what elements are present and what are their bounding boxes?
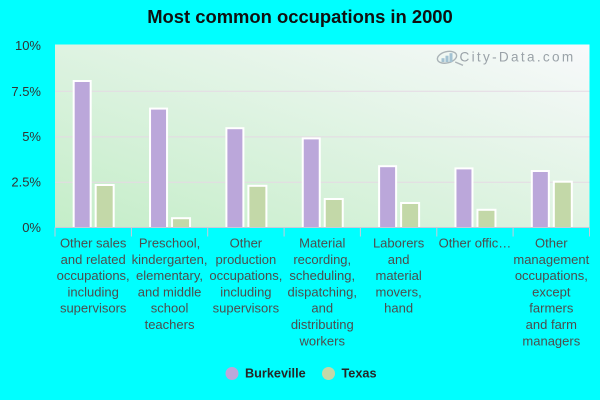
svg-text:and related: and related	[61, 252, 126, 267]
svg-text:and: and	[311, 301, 333, 316]
svg-text:kindergarten,: kindergarten,	[132, 252, 208, 267]
svg-text:including: including	[220, 284, 271, 299]
svg-text:occupations,: occupations,	[57, 268, 130, 283]
svg-text:Laborers: Laborers	[373, 236, 425, 251]
svg-text:including: including	[68, 284, 119, 299]
svg-text:and: and	[388, 252, 410, 267]
svg-text:elementary,: elementary,	[136, 268, 203, 283]
svg-text:managers: managers	[522, 333, 580, 348]
svg-text:Other offic…: Other offic…	[439, 236, 512, 251]
svg-text:material: material	[375, 268, 421, 283]
svg-text:production: production	[216, 252, 277, 267]
svg-text:Material: Material	[299, 236, 345, 251]
svg-text:10%: 10%	[15, 38, 41, 53]
svg-text:Preschool,: Preschool,	[139, 236, 200, 251]
svg-text:Other: Other	[535, 236, 568, 251]
svg-text:5%: 5%	[22, 129, 41, 144]
svg-text:Other sales: Other sales	[60, 236, 127, 251]
svg-text:recording,: recording,	[293, 252, 351, 267]
svg-text:hand: hand	[384, 301, 413, 316]
svg-text:occupations,: occupations,	[515, 268, 588, 283]
svg-text:and farm: and farm	[526, 317, 577, 332]
svg-text:farmers: farmers	[529, 301, 574, 316]
svg-text:and middle: and middle	[138, 284, 202, 299]
svg-text:movers,: movers,	[375, 284, 421, 299]
svg-text:2.5%: 2.5%	[11, 175, 41, 190]
svg-text:occupations,: occupations,	[209, 268, 282, 283]
svg-text:Texas: Texas	[342, 366, 377, 380]
svg-text:management: management	[513, 252, 589, 267]
svg-text:except: except	[532, 284, 571, 299]
svg-text:Burkeville: Burkeville	[245, 366, 306, 380]
svg-text:City-Data.com: City-Data.com	[460, 50, 576, 65]
svg-text:supervisors: supervisors	[60, 301, 127, 316]
svg-text:supervisors: supervisors	[213, 301, 280, 316]
svg-text:teachers: teachers	[145, 317, 195, 332]
svg-text:scheduling,: scheduling,	[289, 268, 355, 283]
svg-text:7.5%: 7.5%	[11, 84, 41, 99]
svg-text:dispatching,: dispatching,	[288, 284, 357, 299]
svg-text:0%: 0%	[22, 220, 41, 235]
svg-text:distributing: distributing	[291, 317, 354, 332]
svg-text:workers: workers	[298, 333, 345, 348]
svg-text:school: school	[151, 301, 189, 316]
svg-text:Other: Other	[230, 236, 263, 251]
svg-text:Most common occupations in 200: Most common occupations in 2000	[147, 6, 453, 27]
